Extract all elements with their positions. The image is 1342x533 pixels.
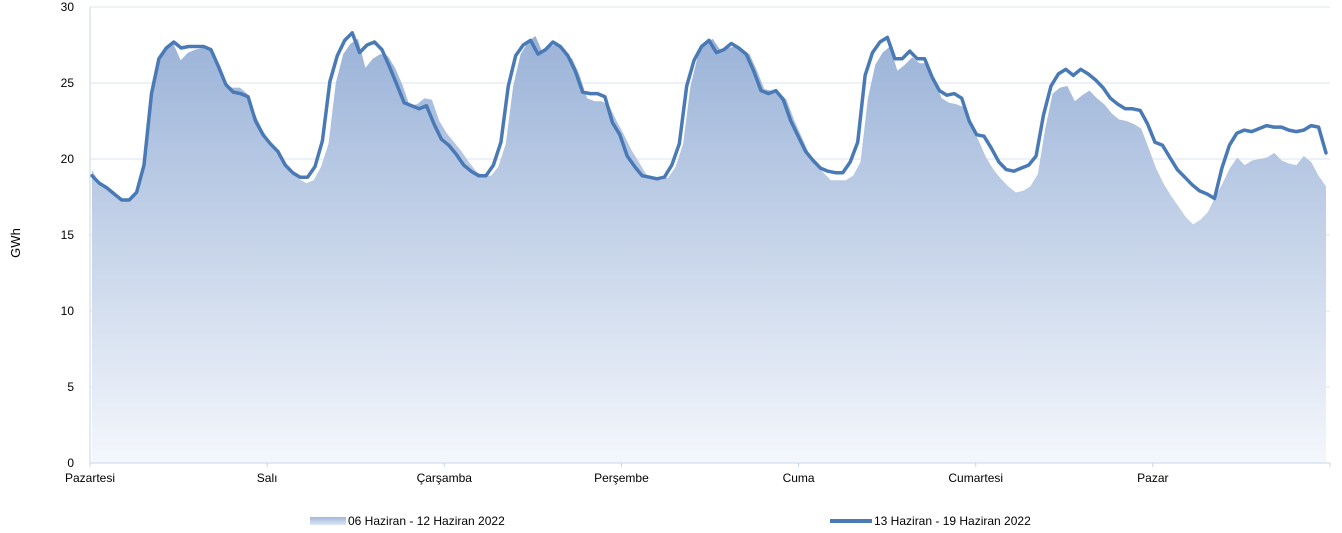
x-tick-label: Salı: [257, 471, 278, 485]
x-tick-label: Pazar: [1137, 471, 1168, 485]
y-axis-label: GWh: [8, 228, 23, 258]
x-tick-label: Cuma: [783, 471, 815, 485]
legend-swatch-area: [310, 517, 346, 525]
legend-swatch-line: [830, 519, 872, 523]
x-tick-label: Cumartesi: [948, 471, 1003, 485]
legend-label-line: 13 Haziran - 19 Haziran 2022: [874, 514, 1031, 528]
axes: [89, 7, 1331, 467]
y-tick-label: 10: [61, 304, 75, 318]
legend-label-area: 06 Haziran - 12 Haziran 2022: [348, 514, 505, 528]
series-area-06-12-haziran: [92, 35, 1326, 464]
x-tick-label: Pazartesi: [65, 471, 115, 485]
legend-item-line: 13 Haziran - 19 Haziran 2022: [830, 514, 1031, 528]
x-tick-label: Çarşamba: [417, 471, 473, 485]
x-tick-label: Perşembe: [594, 471, 649, 485]
y-tick-label: 30: [61, 0, 75, 14]
y-tick-labels: 0 5 10 15 20 25 30: [61, 0, 75, 470]
y-tick-label: 5: [67, 380, 74, 394]
y-tick-label: 20: [61, 152, 75, 166]
x-tick-labels: Pazartesi Salı Çarşamba Perşembe Cuma Cumarte…: [65, 471, 1169, 485]
series-line-13-19-haziran: [90, 31, 1328, 202]
y-tick-label: 15: [61, 228, 75, 242]
y-tick-label: 0: [67, 456, 74, 470]
legend-item-area: 06 Haziran - 12 Haziran 2022: [310, 514, 505, 528]
y-tick-label: 25: [61, 76, 75, 90]
